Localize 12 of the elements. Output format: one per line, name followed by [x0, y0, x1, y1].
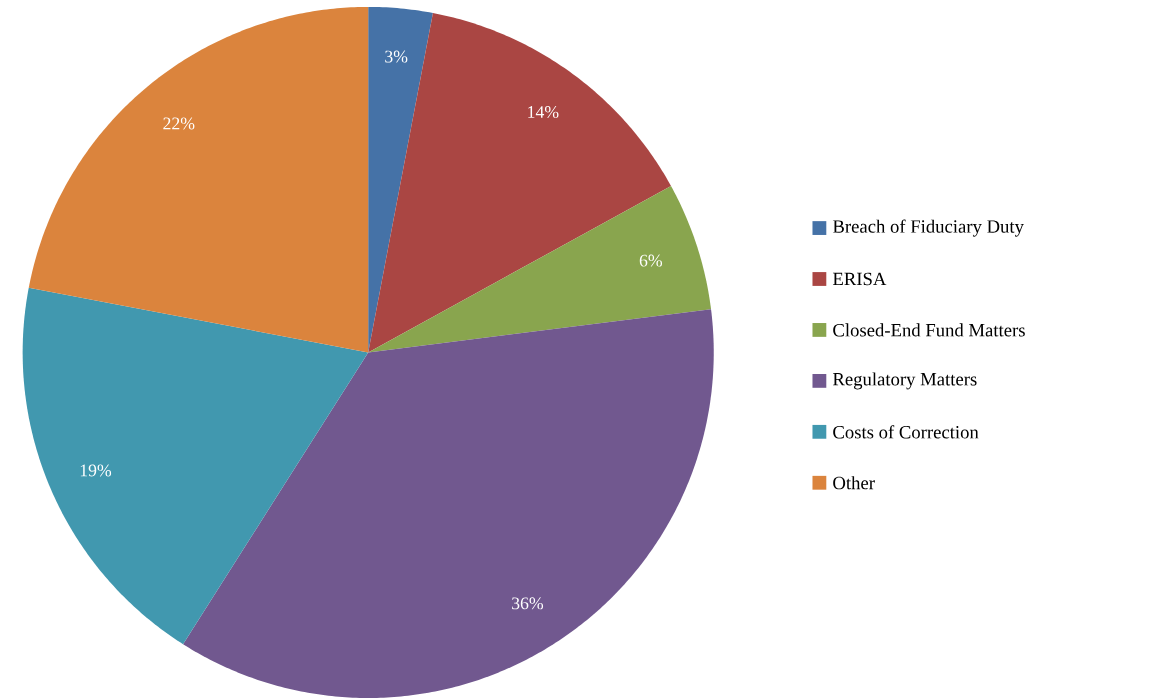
- data-label: 22%: [163, 117, 195, 130]
- legend-label: Regulatory Matters: [832, 372, 977, 390]
- data-label: 36%: [512, 597, 544, 610]
- legend-label: ERISA: [832, 272, 887, 286]
- data-label: 19%: [80, 464, 112, 477]
- legend-label: Other: [833, 476, 875, 490]
- legend-label: Costs of Correction: [833, 425, 979, 439]
- data-label: 14%: [528, 106, 559, 119]
- legend-label: Closed-End Fund Matters: [833, 323, 1025, 337]
- data-label: 6%: [639, 254, 663, 267]
- legend-label: Breach of Fiduciary Duty: [832, 219, 1024, 237]
- data-label: 3%: [385, 50, 408, 63]
